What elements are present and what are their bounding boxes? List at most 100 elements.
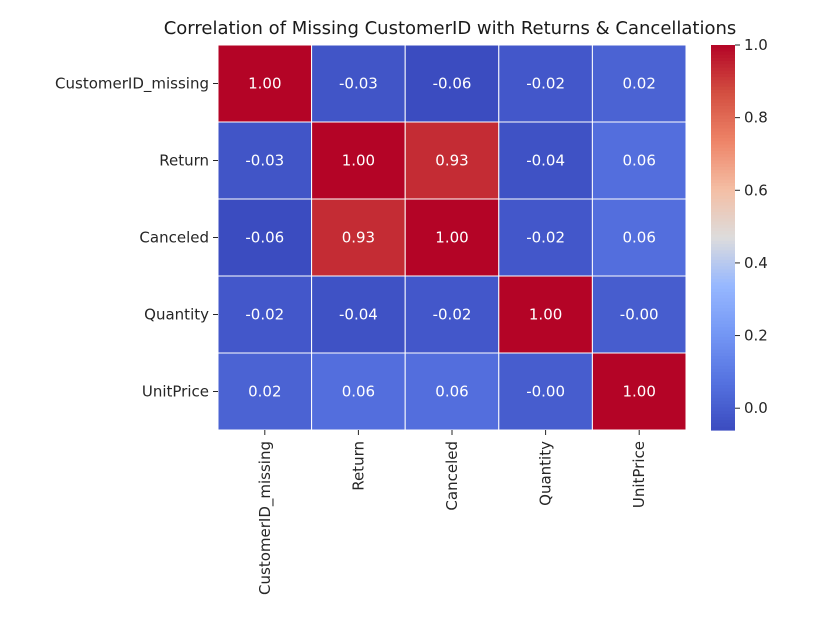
cell-value-label: -0.06 bbox=[245, 229, 284, 247]
heatmap-cell bbox=[404, 198, 500, 277]
colorbar-segment bbox=[711, 86, 735, 91]
colorbar-segment bbox=[711, 134, 735, 139]
colorbar-segment bbox=[711, 89, 735, 94]
chart-title: Correlation of Missing CustomerID with R… bbox=[164, 18, 737, 39]
colorbar-segment bbox=[711, 288, 735, 293]
colorbar-segment bbox=[711, 301, 735, 306]
cell-value-label: -0.06 bbox=[433, 75, 472, 93]
colorbar-segment bbox=[711, 118, 735, 123]
heatmap-cell bbox=[311, 198, 406, 277]
colorbar-segment bbox=[711, 308, 735, 312]
cell-value-label: -0.02 bbox=[526, 229, 565, 247]
cell-value-label: -0.00 bbox=[620, 306, 659, 324]
colorbar-segment bbox=[711, 179, 735, 184]
colorbar-segment bbox=[711, 369, 735, 373]
colorbar-tick-label: 0.2 bbox=[744, 327, 768, 345]
cell-value-label: 1.00 bbox=[248, 75, 281, 93]
colorbar-segment bbox=[711, 317, 735, 322]
colorbar-segment bbox=[711, 272, 735, 277]
cell-value-label: 0.06 bbox=[435, 383, 468, 401]
colorbar-segment bbox=[711, 359, 735, 364]
colorbar-segment bbox=[711, 176, 735, 181]
heatmap-cell bbox=[217, 352, 313, 431]
colorbar-segment bbox=[711, 224, 735, 229]
colorbar-segment bbox=[711, 336, 735, 341]
cell-value-label: 1.00 bbox=[342, 152, 375, 170]
cell-value-label: 0.93 bbox=[435, 152, 468, 170]
colorbar-segment bbox=[711, 279, 735, 284]
colorbar-segment bbox=[711, 221, 735, 226]
cell-value-label: 1.00 bbox=[435, 229, 468, 247]
colorbar-segment bbox=[711, 276, 735, 280]
colorbar-segment bbox=[711, 407, 735, 412]
colorbar-segment bbox=[711, 394, 735, 399]
row-label: UnitPrice bbox=[142, 383, 209, 401]
colorbar-segment bbox=[711, 397, 735, 402]
colorbar-segment bbox=[711, 144, 735, 149]
colorbar-segment bbox=[711, 99, 735, 104]
colorbar-segment bbox=[711, 61, 735, 65]
column-label: Canceled bbox=[443, 441, 461, 511]
cell-value-label: 1.00 bbox=[529, 306, 562, 324]
colorbar-segment bbox=[711, 147, 735, 152]
colorbar-segment bbox=[711, 256, 735, 261]
cell-value-label: 0.02 bbox=[622, 75, 655, 93]
colorbar-segment bbox=[711, 240, 735, 245]
colorbar-segment bbox=[711, 423, 735, 428]
heatmap-cell bbox=[591, 198, 687, 277]
colorbar-segment bbox=[711, 385, 735, 389]
colorbar-segment bbox=[711, 269, 735, 274]
column-label: CustomerID_missing bbox=[256, 441, 275, 595]
colorbar-segment bbox=[711, 218, 735, 223]
colorbar-segment bbox=[711, 208, 735, 213]
colorbar-segment bbox=[711, 259, 735, 264]
colorbar-segment bbox=[711, 253, 735, 258]
heatmap-cell bbox=[591, 352, 687, 431]
colorbar-segment bbox=[711, 372, 735, 377]
colorbar-segment bbox=[711, 57, 735, 62]
colorbar-segment bbox=[711, 243, 735, 248]
colorbar-segment bbox=[711, 154, 735, 158]
colorbar-segment bbox=[711, 166, 735, 171]
heatmap-cell bbox=[311, 352, 406, 431]
cell-value-label: 1.00 bbox=[622, 383, 655, 401]
colorbar-segment bbox=[711, 404, 735, 409]
colorbar-segment bbox=[711, 182, 735, 187]
heatmap-cell bbox=[217, 44, 313, 123]
colorbar-segment bbox=[711, 138, 735, 142]
colorbar-segment bbox=[711, 205, 735, 210]
colorbar-segment bbox=[711, 391, 735, 396]
colorbar-segment bbox=[711, 93, 735, 97]
column-labels: CustomerID_missing Return Canceled Quantity… bbox=[256, 430, 648, 595]
row-label: Return bbox=[159, 152, 209, 170]
colorbar-segment bbox=[711, 266, 735, 271]
colorbar-segment bbox=[711, 426, 735, 431]
colorbar-segment bbox=[711, 413, 735, 418]
colorbar-segment bbox=[711, 353, 735, 357]
colorbar-segment bbox=[711, 388, 735, 393]
colorbar-segment bbox=[711, 64, 735, 69]
colorbar-segment bbox=[711, 195, 735, 200]
colorbar-segment bbox=[711, 141, 735, 146]
colorbar-segment bbox=[711, 298, 735, 303]
row-label: CustomerID_missing bbox=[55, 75, 209, 94]
colorbar-segment bbox=[711, 211, 735, 216]
colorbar-segment bbox=[711, 311, 735, 316]
heatmap-cells: 1.00 -0.03 -0.06 -0.02 0.02 -0.03 1.00 0.93 -0.0… bbox=[217, 44, 687, 431]
colorbar-segment bbox=[711, 333, 735, 338]
heatmap-cell bbox=[498, 275, 593, 354]
row-label: Canceled bbox=[139, 229, 209, 247]
colorbar-segment bbox=[711, 186, 735, 190]
colorbar-segment bbox=[711, 51, 735, 56]
cell-value-label: -0.04 bbox=[339, 306, 378, 324]
colorbar-segment bbox=[711, 73, 735, 78]
heatmap-cell bbox=[404, 275, 500, 354]
colorbar-segment bbox=[711, 150, 735, 155]
heatmap-cell bbox=[311, 44, 406, 123]
colorbar-segment bbox=[711, 163, 735, 168]
colorbar-segment bbox=[711, 410, 735, 415]
colorbar-segment bbox=[711, 320, 735, 325]
colorbar-segment bbox=[711, 362, 735, 367]
column-label: Quantity bbox=[537, 441, 555, 506]
colorbar-segment bbox=[711, 356, 735, 361]
